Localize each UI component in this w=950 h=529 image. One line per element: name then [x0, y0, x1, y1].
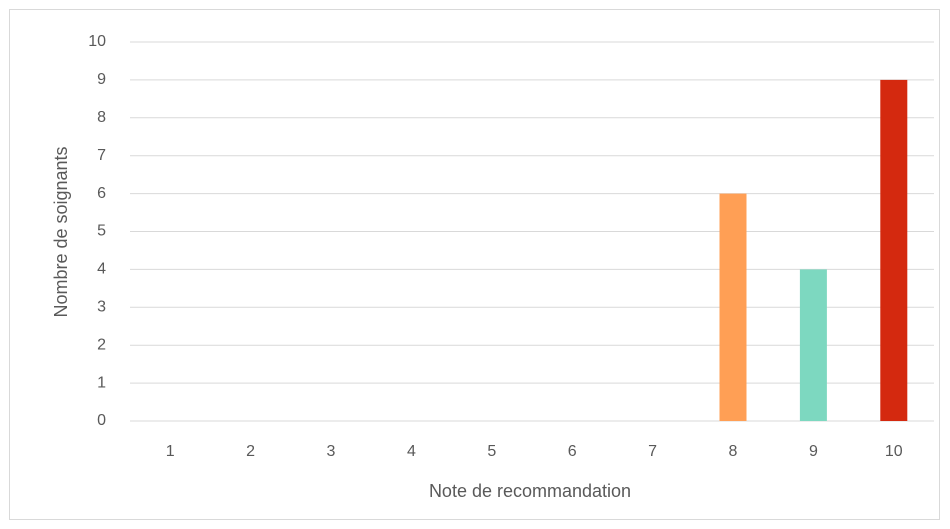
- x-tick-label: 10: [885, 443, 903, 460]
- y-tick-label: 1: [97, 374, 106, 391]
- y-tick-label: 7: [97, 147, 106, 164]
- y-tick-label: 9: [97, 71, 106, 88]
- x-tick-label: 4: [407, 443, 416, 460]
- x-axis-title: Note de recommandation: [429, 481, 631, 501]
- x-tick-label: 6: [568, 443, 577, 460]
- y-tick-label: 4: [97, 261, 106, 278]
- x-tick-label: 5: [487, 443, 496, 460]
- bar: [880, 79, 908, 422]
- x-tick-label: 2: [246, 443, 255, 460]
- bar: [799, 269, 827, 421]
- x-tick-label: 7: [648, 443, 657, 460]
- y-tick-label: 5: [97, 223, 106, 240]
- y-tick-label: 8: [97, 109, 106, 126]
- x-tick-label: 1: [166, 443, 175, 460]
- y-axis-title: Nombre de soignants: [51, 146, 71, 317]
- y-tick-label: 6: [97, 185, 106, 202]
- bar: [719, 193, 747, 421]
- y-tick-label: 2: [97, 336, 106, 353]
- chart-border: [9, 9, 940, 520]
- x-tick-label: 9: [809, 443, 818, 460]
- x-tick-label: 8: [729, 443, 738, 460]
- x-tick-label: 3: [327, 443, 336, 460]
- y-tick-label: 3: [97, 299, 106, 316]
- y-tick-label: 0: [97, 412, 106, 429]
- y-tick-label: 10: [88, 33, 106, 50]
